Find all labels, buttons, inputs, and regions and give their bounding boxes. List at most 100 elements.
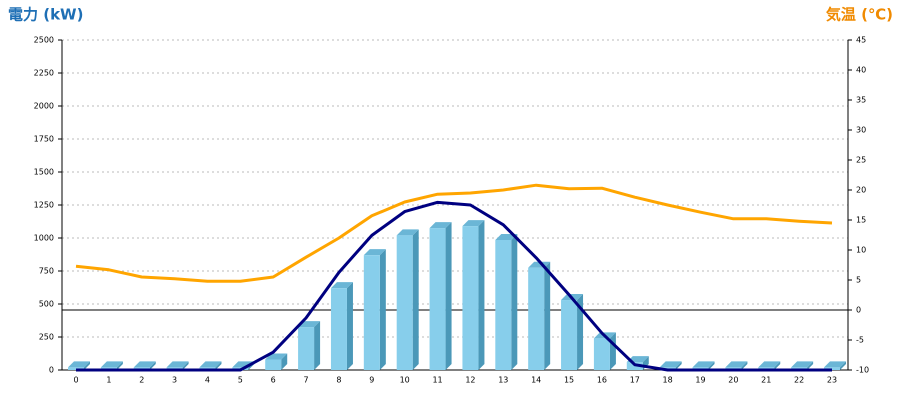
bar-side	[807, 361, 814, 370]
bar-side	[544, 261, 551, 370]
bar	[528, 261, 551, 370]
bar	[298, 321, 321, 370]
bar	[561, 294, 584, 370]
x-tick-label: 8	[336, 376, 341, 385]
bar-top	[166, 361, 189, 368]
bar-top	[659, 361, 682, 368]
bar-top	[495, 233, 518, 240]
y2-axis-title: 気温 (℃)	[826, 6, 893, 24]
x-tick-label: 19	[695, 376, 705, 385]
bar-side	[675, 361, 682, 370]
bar-side	[577, 294, 584, 370]
y-tick-label: 2500	[34, 36, 54, 45]
bar-side	[511, 233, 518, 370]
y2-tick-label: 30	[856, 126, 866, 135]
bar-front	[462, 226, 479, 370]
bar-side	[774, 361, 781, 370]
x-tick-label: 21	[761, 376, 771, 385]
x-tick-label: 15	[564, 376, 574, 385]
bar-top	[100, 361, 123, 368]
y2-tick-label: 25	[856, 156, 866, 165]
bar-side	[346, 282, 353, 370]
bar	[363, 249, 386, 370]
bar-side	[215, 361, 222, 370]
bar-side	[116, 361, 123, 370]
bar-front	[363, 255, 380, 370]
x-tick-label: 12	[465, 376, 475, 385]
x-tick-label: 23	[827, 376, 837, 385]
x-tick-label: 18	[663, 376, 673, 385]
x-tick-label: 7	[304, 376, 309, 385]
bar-front	[330, 288, 347, 370]
y2-tick-label: 20	[856, 186, 866, 195]
bar-front	[265, 359, 282, 370]
x-tick-label: 17	[630, 376, 640, 385]
bar	[462, 220, 485, 370]
bar-front	[396, 235, 413, 370]
line	[76, 200, 832, 372]
y-tick-label: 2250	[34, 69, 54, 78]
bar-top	[725, 361, 748, 368]
bar-top	[133, 361, 156, 368]
y-axis-title: 電力 (kW)	[8, 6, 83, 24]
y-tick-label: 0	[49, 366, 54, 375]
x-tick-label: 6	[271, 376, 276, 385]
bar	[396, 229, 419, 370]
x-tick-label: 13	[498, 376, 508, 385]
bar-front	[298, 327, 315, 370]
bar-top	[758, 361, 781, 368]
bar-top	[330, 282, 353, 289]
y-tick-label: 1500	[34, 168, 54, 177]
y-tick-label: 2000	[34, 102, 54, 111]
bar-top	[199, 361, 222, 368]
x-tick-label: 20	[728, 376, 738, 385]
x-tick-label: 2	[139, 376, 144, 385]
bar	[495, 233, 518, 370]
bar	[429, 222, 452, 370]
bar-side	[281, 353, 288, 370]
y2-tick-label: 0	[856, 306, 861, 315]
y-tick-label: 250	[39, 333, 54, 342]
x-tick-label: 11	[432, 376, 442, 385]
bar-top	[791, 361, 814, 368]
bar-top	[68, 361, 90, 368]
y2-tick-label: 15	[856, 216, 866, 225]
bar-top	[363, 249, 386, 256]
line	[75, 183, 833, 283]
bar-front	[593, 338, 610, 370]
bar-side	[445, 222, 452, 370]
bar-side	[840, 361, 846, 370]
y2-tick-label: -10	[856, 366, 869, 375]
bar	[330, 282, 353, 370]
x-tick-label: 4	[205, 376, 210, 385]
bar-side	[708, 361, 715, 370]
bar-side	[182, 361, 189, 370]
bar-side	[84, 361, 90, 370]
bar-front	[495, 239, 512, 370]
x-tick-label: 16	[597, 376, 607, 385]
bar-top	[692, 361, 715, 368]
y2-tick-label: 40	[856, 66, 866, 75]
y-tick-label: 1750	[34, 135, 54, 144]
y2-tick-label: 35	[856, 96, 866, 105]
x-tick-label: 3	[172, 376, 177, 385]
x-tick-label: 22	[794, 376, 804, 385]
x-tick-label: 10	[400, 376, 410, 385]
y-tick-label: 1250	[34, 201, 54, 210]
y-tick-label: 1000	[34, 234, 54, 243]
bar-front	[561, 300, 578, 370]
x-tick-label: 9	[369, 376, 374, 385]
bar-top	[429, 222, 452, 229]
bar-side	[609, 332, 616, 370]
bar-front	[528, 267, 545, 370]
y-tick-label: 750	[39, 267, 54, 276]
bar-side	[314, 321, 321, 370]
bar-side	[741, 361, 748, 370]
y2-tick-label: 5	[856, 276, 861, 285]
bar-front	[429, 228, 446, 370]
x-tick-label: 0	[73, 376, 78, 385]
y-tick-label: 500	[39, 300, 54, 309]
x-tick-label: 5	[238, 376, 243, 385]
bar-top	[824, 361, 846, 368]
